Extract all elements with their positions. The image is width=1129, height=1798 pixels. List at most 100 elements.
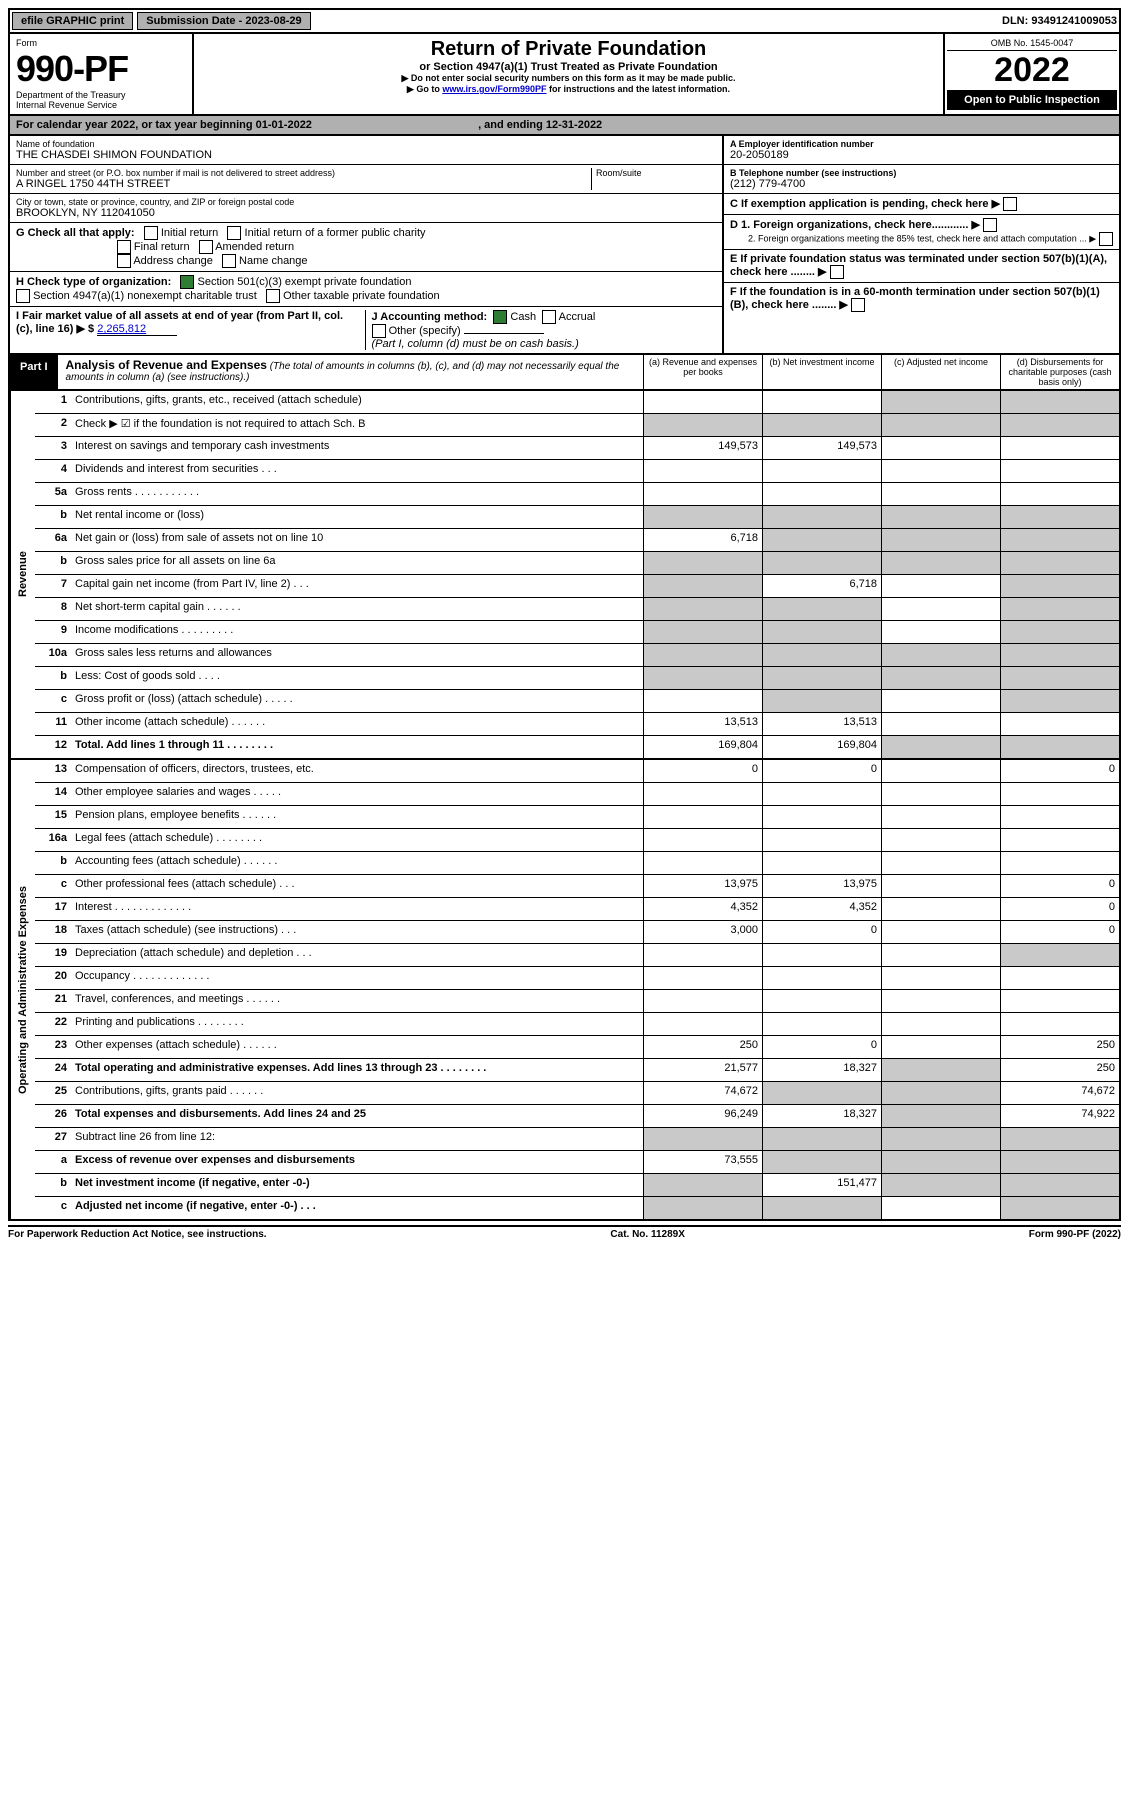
form-header: Form 990-PF Department of the Treasury I… — [8, 34, 1121, 116]
checkbox-other-specify[interactable] — [372, 324, 386, 338]
revenue-grid: Revenue 1 Contributions, gifts, grants, … — [8, 391, 1121, 760]
note-goto: ▶ Go to www.irs.gov/Form990PF for instru… — [200, 84, 937, 95]
efile-topbar: efile GRAPHIC print Submission Date - 20… — [8, 8, 1121, 34]
checkbox-name-change[interactable] — [222, 254, 236, 268]
a-ein-label: A Employer identification number — [730, 139, 1113, 149]
line-27a: a Excess of revenue over expenses and di… — [35, 1150, 1119, 1173]
line-16c: c Other professional fees (attach schedu… — [35, 874, 1119, 897]
expenses-grid: Operating and Administrative Expenses 13… — [8, 760, 1121, 1221]
j-accounting: J Accounting method: Cash Accrual Other … — [366, 310, 717, 350]
footer-line: For Paperwork Reduction Act Notice, see … — [8, 1225, 1121, 1240]
line-10b: b Less: Cost of goods sold . . . . — [35, 666, 1119, 689]
line-20: 20 Occupancy . . . . . . . . . . . . . — [35, 966, 1119, 989]
link-irs-990pf[interactable]: www.irs.gov/Form990PF — [442, 84, 546, 94]
line-10c: c Gross profit or (loss) (attach schedul… — [35, 689, 1119, 712]
line-3: 3 Interest on savings and temporary cash… — [35, 436, 1119, 459]
checkbox-other-taxable[interactable] — [266, 289, 280, 303]
line-12: 12 Total. Add lines 1 through 11 . . . .… — [35, 735, 1119, 758]
line-6b: b Gross sales price for all assets on li… — [35, 551, 1119, 574]
g-check-apply: G Check all that apply: Initial return I… — [10, 223, 722, 272]
line-16a: 16a Legal fees (attach schedule) . . . .… — [35, 828, 1119, 851]
open-public-inspection: Open to Public Inspection — [947, 90, 1117, 110]
line-9: 9 Income modifications . . . . . . . . . — [35, 620, 1119, 643]
identity-section: Name of foundation THE CHASDEI SHIMON FO… — [8, 136, 1121, 355]
line-8: 8 Net short-term capital gain . . . . . … — [35, 597, 1119, 620]
irs: Internal Revenue Service — [16, 100, 186, 110]
form-subtitle: or Section 4947(a)(1) Trust Treated as P… — [200, 61, 937, 73]
checkbox-4947a1[interactable] — [16, 289, 30, 303]
line-27b: b Net investment income (if negative, en… — [35, 1173, 1119, 1196]
dln: DLN: 93491241009053 — [1002, 15, 1117, 27]
checkbox-address-change[interactable] — [117, 254, 131, 268]
line-27: 27 Subtract line 26 from line 12: — [35, 1127, 1119, 1150]
checkbox-501c3-exempt[interactable] — [180, 275, 194, 289]
line-2: 2 Check ▶ ☑ if the foundation is not req… — [35, 413, 1119, 436]
line-17: 17 Interest . . . . . . . . . . . . . 4,… — [35, 897, 1119, 920]
line-19: 19 Depreciation (attach schedule) and de… — [35, 943, 1119, 966]
footer-right: Form 990-PF (2022) — [1029, 1229, 1121, 1240]
e-terminated: E If private foundation status was termi… — [724, 250, 1119, 283]
part1-title: Analysis of Revenue and Expenses — [66, 358, 267, 372]
line-4: 4 Dividends and interest from securities… — [35, 459, 1119, 482]
h-org-type: H Check type of organization: Section 50… — [10, 272, 722, 307]
line-7: 7 Capital gain net income (from Part IV,… — [35, 574, 1119, 597]
street-address: A RINGEL 1750 44TH STREET — [16, 178, 591, 190]
line-25: 25 Contributions, gifts, grants paid . .… — [35, 1081, 1119, 1104]
checkbox-accrual[interactable] — [542, 310, 556, 324]
footer-catno: Cat. No. 11289X — [610, 1229, 684, 1240]
revenue-vertical-label: Revenue — [10, 391, 35, 758]
line-18: 18 Taxes (attach schedule) (see instruct… — [35, 920, 1119, 943]
footer-left: For Paperwork Reduction Act Notice, see … — [8, 1229, 267, 1240]
dept-treasury: Department of the Treasury — [16, 90, 186, 100]
line-5b: b Net rental income or (loss) — [35, 505, 1119, 528]
line-21: 21 Travel, conferences, and meetings . .… — [35, 989, 1119, 1012]
line-14: 14 Other employee salaries and wages . .… — [35, 782, 1119, 805]
foundation-name: THE CHASDEI SHIMON FOUNDATION — [16, 149, 716, 161]
checkbox-cash[interactable] — [493, 310, 507, 324]
c-pending: C If exemption application is pending, c… — [724, 194, 1119, 215]
checkbox-amended-return[interactable] — [199, 240, 213, 254]
fmv-value[interactable]: 2,265,812 — [97, 323, 177, 336]
street-label: Number and street (or P.O. box number if… — [16, 168, 591, 178]
b-phone: (212) 779-4700 — [730, 178, 1113, 190]
form-number: 990-PF — [16, 48, 186, 90]
line-6a: 6a Net gain or (loss) from sale of asset… — [35, 528, 1119, 551]
city-label: City or town, state or province, country… — [16, 197, 716, 207]
a-ein: 20-2050189 — [730, 149, 1113, 161]
efile-graphic-print[interactable]: efile GRAPHIC print — [12, 12, 133, 30]
line-27c: c Adjusted net income (if negative, ente… — [35, 1196, 1119, 1219]
submission-date: Submission Date - 2023-08-29 — [137, 12, 310, 30]
col-c-header: (c) Adjusted net income — [881, 355, 1000, 389]
line-10a: 10a Gross sales less returns and allowan… — [35, 643, 1119, 666]
i-fmv: I Fair market value of all assets at end… — [16, 310, 366, 350]
note-ssn: ▶ Do not enter social security numbers o… — [200, 73, 937, 84]
line-13: 13 Compensation of officers, directors, … — [35, 760, 1119, 782]
line-11: 11 Other income (attach schedule) . . . … — [35, 712, 1119, 735]
city-state-zip: BROOKLYN, NY 112041050 — [16, 207, 716, 219]
f-60month: F If the foundation is in a 60-month ter… — [724, 283, 1119, 315]
room-label: Room/suite — [596, 168, 716, 178]
line-26: 26 Total expenses and disbursements. Add… — [35, 1104, 1119, 1127]
part1-tab: Part I — [10, 355, 58, 389]
col-d-header: (d) Disbursements for charitable purpose… — [1000, 355, 1119, 389]
form-title: Return of Private Foundation — [200, 38, 937, 61]
col-b-header: (b) Net investment income — [762, 355, 881, 389]
line-1: 1 Contributions, gifts, grants, etc., re… — [35, 391, 1119, 413]
line-5a: 5a Gross rents . . . . . . . . . . . — [35, 482, 1119, 505]
checkbox-initial-former[interactable] — [227, 226, 241, 240]
line-15: 15 Pension plans, employee benefits . . … — [35, 805, 1119, 828]
tax-year: 2022 — [947, 51, 1117, 90]
form-label: Form — [16, 38, 186, 48]
b-phone-label: B Telephone number (see instructions) — [730, 168, 1113, 178]
part1-header: Part I Analysis of Revenue and Expenses … — [8, 355, 1121, 391]
checkbox-initial-return[interactable] — [144, 226, 158, 240]
calendar-year-bar: For calendar year 2022, or tax year begi… — [8, 116, 1121, 136]
checkbox-final-return[interactable] — [117, 240, 131, 254]
line-24: 24 Total operating and administrative ex… — [35, 1058, 1119, 1081]
omb-number: OMB No. 1545-0047 — [947, 36, 1117, 51]
line-16b: b Accounting fees (attach schedule) . . … — [35, 851, 1119, 874]
line-22: 22 Printing and publications . . . . . .… — [35, 1012, 1119, 1035]
col-a-header: (a) Revenue and expenses per books — [643, 355, 762, 389]
name-label: Name of foundation — [16, 139, 716, 149]
line-23: 23 Other expenses (attach schedule) . . … — [35, 1035, 1119, 1058]
